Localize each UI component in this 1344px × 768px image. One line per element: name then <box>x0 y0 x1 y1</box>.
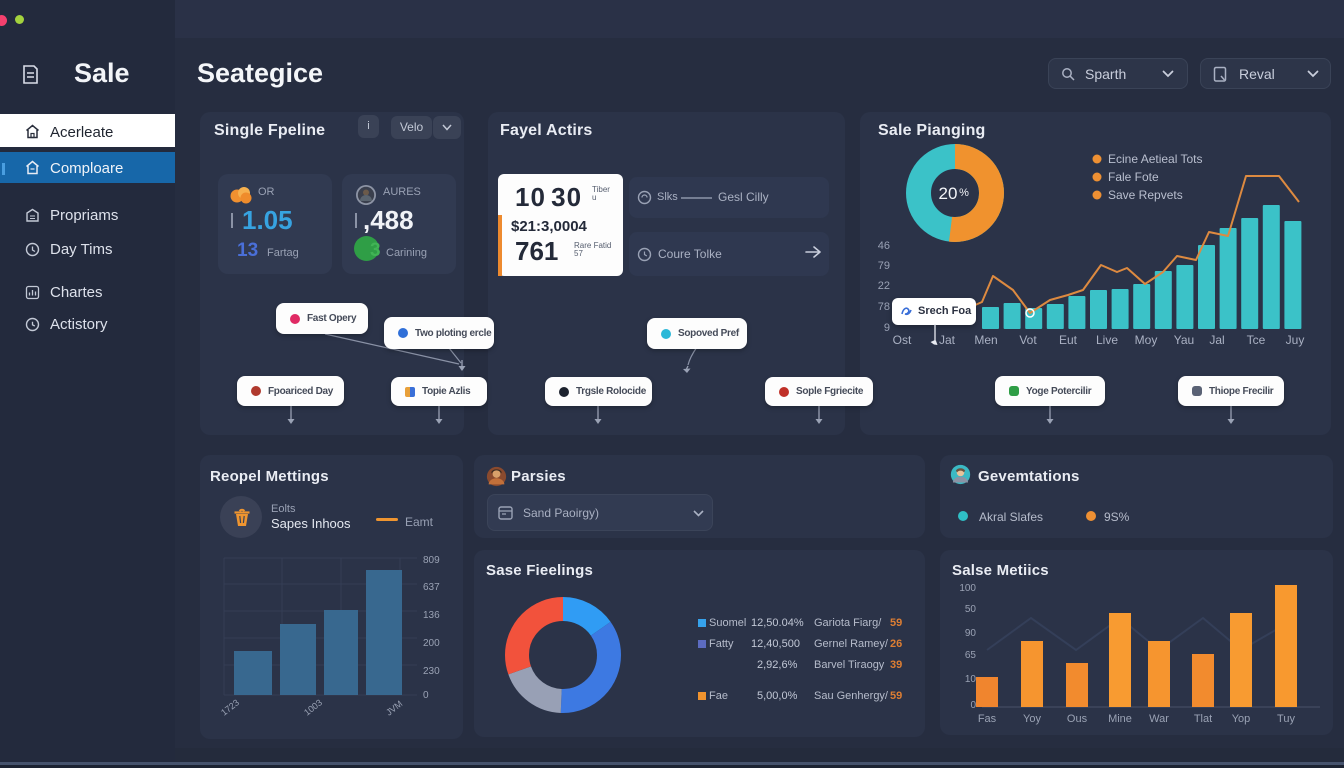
svg-text:90: 90 <box>965 628 977 639</box>
svg-text:59: 59 <box>890 690 902 702</box>
svg-text:Fas: Fas <box>978 713 997 725</box>
svg-text:Juy: Juy <box>1286 333 1305 347</box>
svg-text:79: 79 <box>878 260 890 272</box>
svg-text:Sau Genhergy/: Sau Genhergy/ <box>814 690 889 702</box>
svg-text:Live: Live <box>1096 333 1118 347</box>
svg-text:39: 39 <box>890 659 902 671</box>
svg-text:Tlat: Tlat <box>1194 713 1212 725</box>
svg-text:637: 637 <box>423 582 440 593</box>
svg-text:12,50.04%: 12,50.04% <box>751 617 804 629</box>
svg-text:1003: 1003 <box>302 697 324 717</box>
svg-text:Fae: Fae <box>709 690 728 702</box>
svg-text:50: 50 <box>965 604 977 615</box>
svg-text:809: 809 <box>423 555 440 566</box>
svg-text:Barvel Tiraogy: Barvel Tiraogy <box>814 659 885 671</box>
svg-text:War: War <box>1149 713 1169 725</box>
svg-text:59: 59 <box>890 617 902 629</box>
svg-text:Men: Men <box>974 333 997 347</box>
svg-text:Ost: Ost <box>893 333 912 347</box>
svg-text:5,00,0%: 5,00,0% <box>757 690 798 702</box>
svg-text:0: 0 <box>970 700 976 711</box>
svg-text:%: % <box>959 187 969 199</box>
svg-text:230: 230 <box>423 666 440 677</box>
svg-text:Moy: Moy <box>1135 333 1158 347</box>
svg-text:2,92,6%: 2,92,6% <box>757 659 798 671</box>
svg-text:Ous: Ous <box>1067 713 1088 725</box>
svg-text:78: 78 <box>878 301 890 313</box>
svg-text:Mine: Mine <box>1108 713 1132 725</box>
svg-text:Jal: Jal <box>1209 333 1224 347</box>
svg-text:46: 46 <box>878 240 890 252</box>
svg-text:Fatty: Fatty <box>709 638 734 650</box>
svg-text:Eut: Eut <box>1059 333 1078 347</box>
svg-text:136: 136 <box>423 610 440 621</box>
svg-text:26: 26 <box>890 638 902 650</box>
svg-text:0: 0 <box>423 690 429 701</box>
svg-text:100: 100 <box>959 583 976 594</box>
svg-text:Tuy: Tuy <box>1277 713 1295 725</box>
svg-text:200: 200 <box>423 638 440 649</box>
svg-text:Fale Fote: Fale Fote <box>1108 170 1159 184</box>
svg-text:JVM: JVM <box>384 699 404 718</box>
svg-text:65: 65 <box>965 650 977 661</box>
svg-text:9: 9 <box>884 322 890 334</box>
svg-text:Yop: Yop <box>1232 713 1251 725</box>
svg-text:Gariota Fiarg/: Gariota Fiarg/ <box>814 617 882 629</box>
svg-text:Yoy: Yoy <box>1023 713 1041 725</box>
svg-text:Ecine Aetieal Tots: Ecine Aetieal Tots <box>1108 152 1203 166</box>
svg-text:Tce: Tce <box>1247 333 1266 347</box>
svg-text:Suomel: Suomel <box>709 617 746 629</box>
svg-text:Save Repvets: Save Repvets <box>1108 188 1183 202</box>
svg-text:22: 22 <box>878 280 890 292</box>
svg-text:Vot: Vot <box>1019 333 1037 347</box>
svg-text:10: 10 <box>965 674 977 685</box>
svg-text:Jat: Jat <box>939 333 956 347</box>
svg-text:1723: 1723 <box>219 697 241 717</box>
svg-text:Gernel Ramey/: Gernel Ramey/ <box>814 638 889 650</box>
svg-text:20: 20 <box>939 184 958 203</box>
svg-text:12,40,500: 12,40,500 <box>751 638 800 650</box>
svg-text:Yau: Yau <box>1174 333 1194 347</box>
